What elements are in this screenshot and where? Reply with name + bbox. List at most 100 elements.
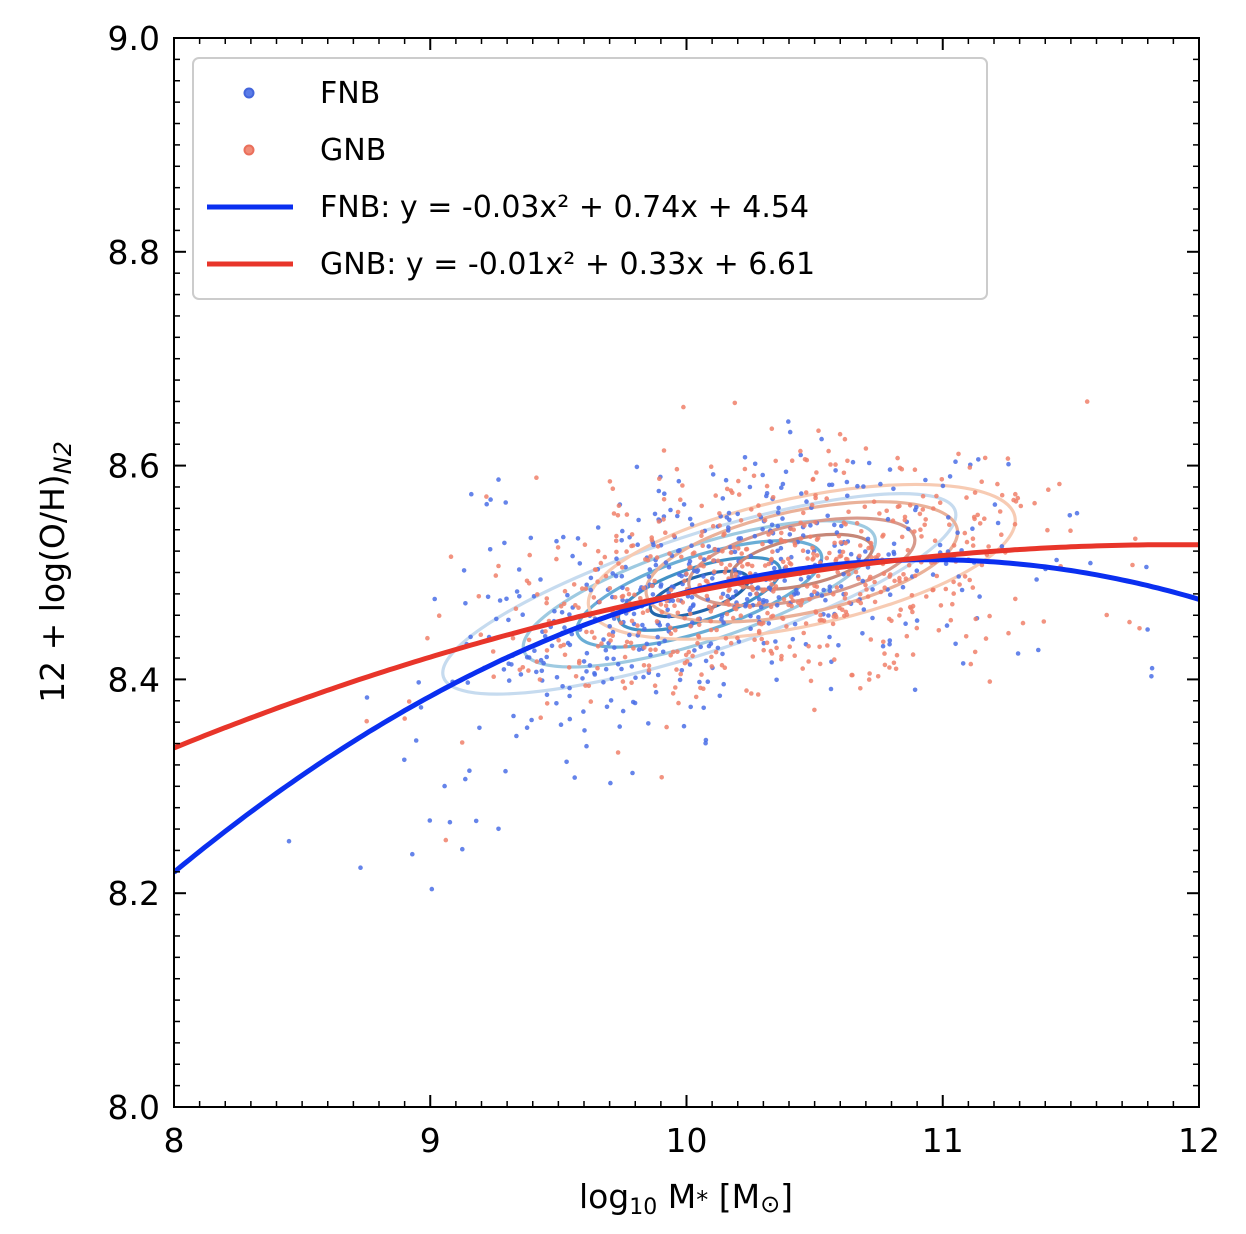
gnb-point (828, 462, 833, 467)
gnb-point (699, 533, 704, 539)
fnb-point (514, 733, 519, 739)
fnb-point (798, 577, 804, 582)
gnb-point (747, 604, 753, 610)
fnb-point (955, 530, 960, 535)
gnb-point (496, 563, 501, 569)
fnb-point (821, 587, 826, 593)
gnb-point (680, 600, 686, 605)
gnb-point (642, 645, 647, 650)
fnb-point (819, 436, 824, 442)
fnb-point (663, 560, 669, 565)
fnb-point (827, 634, 832, 640)
gnb-point (629, 532, 635, 537)
fnb-point (687, 608, 692, 613)
gnb-point (712, 603, 717, 608)
fnb-point (496, 826, 501, 832)
fnb-point (655, 634, 660, 640)
fnb-point (658, 582, 664, 587)
y-tick-label: 8.4 (108, 660, 160, 699)
gnb-point (631, 646, 636, 651)
gnb-point (687, 565, 692, 570)
fnb-point (567, 693, 572, 699)
fnb-point (544, 654, 549, 660)
gnb-point (962, 574, 968, 579)
fnb-point (766, 621, 772, 626)
gnb-point (831, 592, 836, 597)
fnb-point (706, 643, 712, 649)
fnb-point (735, 511, 740, 517)
fnb-point (870, 587, 875, 592)
fnb-point (506, 678, 512, 683)
gnb-point (448, 554, 454, 559)
fnb-point (601, 680, 606, 685)
fnb-point (567, 685, 572, 691)
gnb-point (724, 611, 730, 617)
gnb-point (735, 602, 740, 608)
fnb-point (520, 612, 525, 617)
gnb-point (813, 610, 819, 615)
fnb-point (774, 603, 780, 608)
fnb-point (487, 547, 493, 552)
gnb-point (773, 584, 779, 589)
gnb-point (999, 532, 1004, 537)
fnb-point (565, 592, 570, 598)
gnb-point (629, 618, 635, 624)
gnb-point (744, 688, 749, 693)
fnb-point (792, 621, 798, 627)
fnb-point (687, 662, 693, 667)
gnb-point (802, 523, 807, 528)
gnb-point (812, 589, 817, 595)
fnb-point (610, 629, 616, 635)
gnb-point (681, 404, 686, 410)
gnb-point (968, 661, 974, 667)
gnb-point (524, 578, 530, 584)
gnb-point (728, 550, 734, 555)
fnb-point (679, 668, 685, 673)
gnb-point (1084, 399, 1090, 404)
fnb-point (977, 594, 982, 599)
gnb-point (700, 529, 705, 535)
fnb-point (841, 572, 846, 577)
gnb-point (720, 549, 725, 554)
gnb-point (786, 602, 791, 608)
gnb-point (695, 640, 700, 646)
fnb-point (697, 679, 702, 685)
fnb-point (773, 639, 778, 644)
fnb-point (552, 608, 557, 614)
gnb-point (638, 596, 643, 601)
fnb-point (833, 468, 838, 473)
fnb-point (544, 692, 550, 698)
fnb-point (720, 496, 726, 501)
gnb-point (684, 659, 690, 664)
fnb-point (760, 527, 765, 532)
gnb-point (890, 518, 896, 523)
fnb-point (721, 620, 726, 625)
fnb-point (607, 624, 612, 629)
fnb-point (766, 585, 772, 591)
fnb-point (652, 511, 658, 517)
fnb-point (764, 598, 769, 604)
gnb-point (619, 565, 625, 570)
gnb-point (982, 516, 987, 521)
fnb-point (640, 622, 645, 628)
gnb-point (789, 594, 794, 600)
fnb-point (646, 721, 651, 726)
fnb-point (497, 598, 503, 603)
gnb-point (886, 616, 892, 622)
gnb-point (987, 679, 993, 684)
gnb-point (688, 624, 693, 629)
gnb-point (626, 591, 632, 597)
gnb-point (709, 664, 715, 669)
gnb-point (595, 548, 601, 554)
fnb-point (577, 561, 583, 566)
gnb-point (768, 604, 774, 610)
fnb-point (695, 568, 701, 573)
gnb-point (756, 621, 762, 626)
gnb-point (586, 683, 592, 689)
gnb-point (956, 451, 961, 457)
gnb-point (736, 546, 741, 551)
fnb-point (825, 513, 830, 519)
gnb-point (534, 475, 539, 481)
gnb-point (556, 638, 561, 643)
fnb-point (738, 536, 744, 541)
